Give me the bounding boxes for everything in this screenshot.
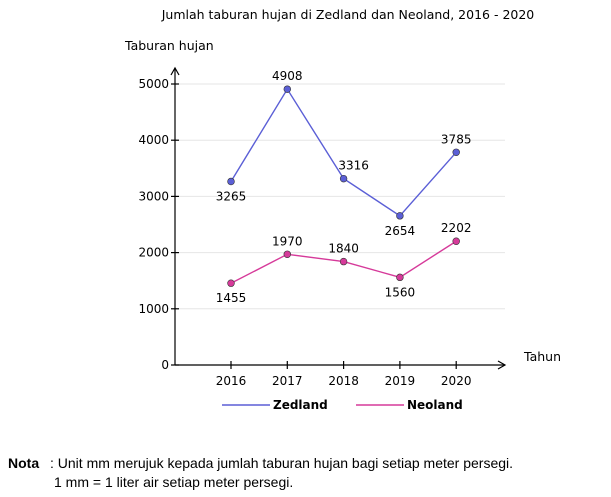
note: Nota: Unit mm merujuk kepada jumlah tabu… [8, 455, 514, 490]
data-point-neoland [452, 237, 460, 245]
note-label: Nota [8, 455, 40, 471]
data-label: 3785 [441, 132, 472, 146]
legend-label-zedland: Zedland [273, 398, 328, 412]
data-label: 3316 [338, 159, 369, 173]
data-point-zedland [283, 85, 291, 93]
data-point-neoland [339, 257, 348, 266]
legend-label-neoland: Neoland [407, 398, 463, 412]
data-point-zedland [452, 148, 460, 156]
data-point-neoland [283, 250, 291, 258]
data-label: 1560 [385, 285, 416, 299]
x-axis-arrow [497, 360, 507, 370]
data-label: 3265 [216, 190, 247, 204]
data-point-neoland [227, 279, 235, 287]
y-tick-label: 2000 [138, 246, 169, 260]
data-label: 1455 [216, 291, 247, 305]
data-label: 2202 [441, 221, 472, 235]
data-point-neoland [396, 273, 404, 282]
note-line-1: Unit mm merujuk kepada jumlah taburan hu… [57, 455, 514, 471]
line-chart: Jumlah taburan hujan di Zedland dan Neol… [124, 7, 561, 412]
y-axis-arrow [170, 66, 180, 76]
y-tick-label: 4000 [138, 133, 169, 147]
data-point-zedland [339, 174, 348, 183]
x-axis-label: Tahun [523, 349, 561, 364]
y-tick-label: 3000 [138, 189, 169, 203]
y-axis-label: Taburan hujan [124, 38, 214, 53]
data-point-zedland [227, 177, 235, 186]
data-label: 1840 [328, 242, 359, 256]
x-tick-label: 2019 [385, 374, 416, 388]
data-label: 4908 [272, 69, 303, 83]
data-point-zedland [396, 212, 404, 220]
y-tick-label: 5000 [138, 77, 169, 91]
x-tick-label: 2018 [328, 374, 359, 388]
x-tick-label: 2020 [441, 374, 472, 388]
data-label: 1970 [272, 234, 303, 248]
x-tick-label: 2016 [216, 374, 247, 388]
chart-title: Jumlah taburan hujan di Zedland dan Neol… [161, 7, 535, 22]
y-tick-label: 1000 [138, 302, 169, 316]
note-line-2: 1 mm = 1 liter air setiap meter persegi. [54, 474, 294, 490]
data-label: 2654 [385, 224, 416, 238]
x-tick-label: 2017 [272, 374, 303, 388]
y-tick-label: 0 [161, 358, 169, 372]
